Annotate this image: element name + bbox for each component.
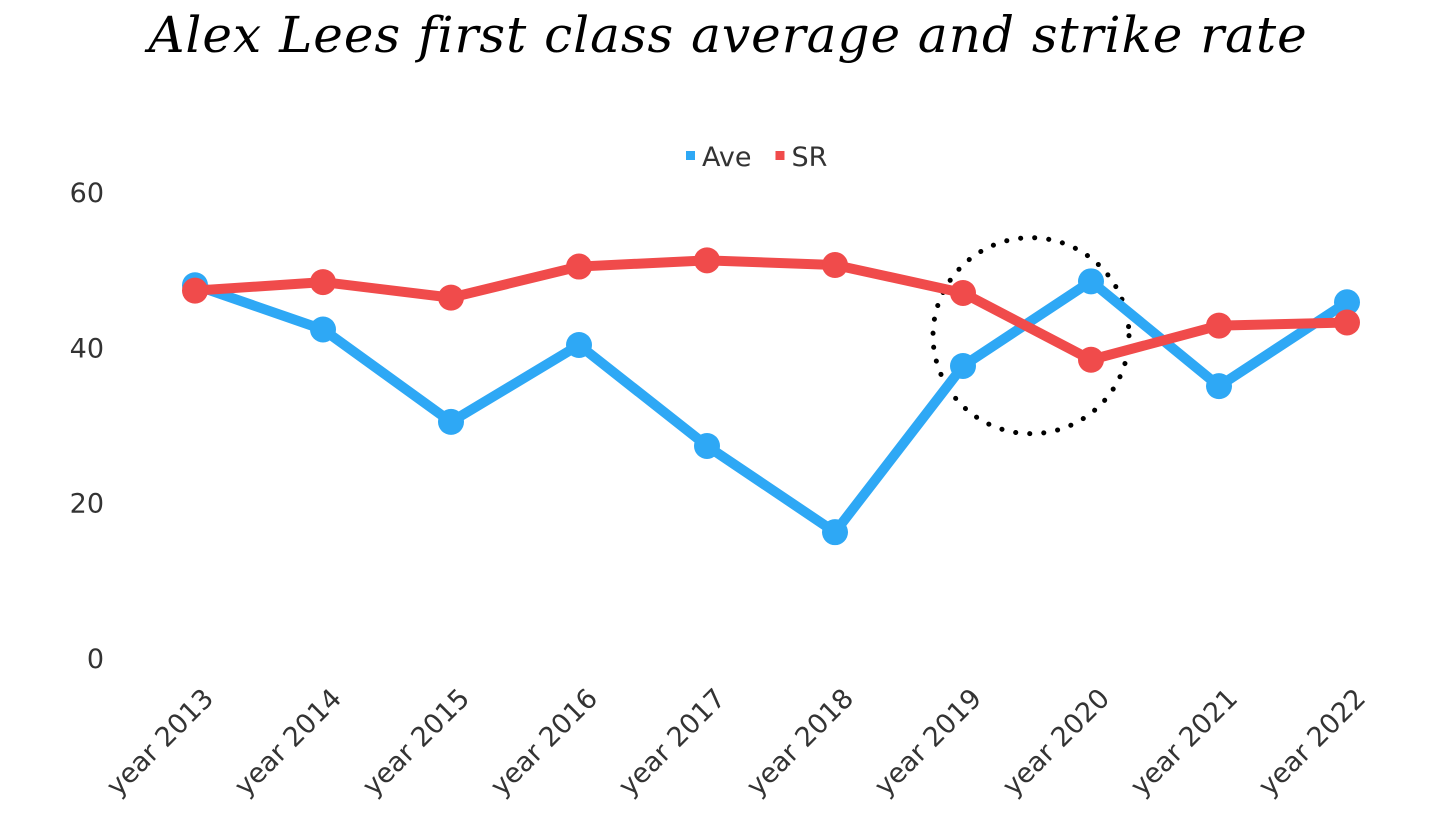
x-tick-label: year 2018 xyxy=(741,683,860,802)
series-line-ave xyxy=(190,276,1352,538)
x-tick-label: year 2022 xyxy=(1253,683,1372,802)
series-line-sr xyxy=(190,255,1352,365)
data-point-ave xyxy=(950,352,976,379)
y-tick-label: 40 xyxy=(70,333,104,364)
data-point-sr xyxy=(182,277,208,304)
y-tick-label: 60 xyxy=(70,178,104,209)
x-tick-label: year 2015 xyxy=(357,683,476,802)
data-point-sr xyxy=(694,247,720,274)
x-tick-label: year 2017 xyxy=(613,683,732,802)
data-point-sr xyxy=(950,279,976,306)
x-tick-label: year 2020 xyxy=(997,683,1116,802)
legend-label-sr: SR xyxy=(791,142,827,173)
legend-swatch-sr xyxy=(775,151,785,160)
x-tick-label: year 2013 xyxy=(101,683,220,802)
data-point-ave xyxy=(1334,289,1360,316)
annotation-circle xyxy=(930,235,1132,437)
data-point-ave xyxy=(566,332,592,359)
chart-title: Alex Lees first class average and strike… xyxy=(148,6,1308,64)
data-point-sr xyxy=(566,253,592,280)
x-tick-label: year 2014 xyxy=(229,683,348,802)
data-point-ave xyxy=(1206,373,1232,400)
x-axis: year 2013 year 2014 year 2015 year 2016 year… xyxy=(101,683,1372,802)
series-sr xyxy=(182,247,1360,373)
legend-label-ave: Ave xyxy=(702,142,751,173)
legend-swatch-ave xyxy=(686,151,695,160)
y-tick-label: 0 xyxy=(87,644,104,675)
series-ave xyxy=(182,268,1360,546)
annotation-layer xyxy=(930,235,1132,437)
y-axis: 0 20 40 60 xyxy=(70,178,104,675)
data-point-sr xyxy=(1206,312,1232,339)
legend: Ave SR xyxy=(686,142,827,173)
data-point-sr xyxy=(438,284,464,311)
data-point-sr xyxy=(310,269,336,296)
data-point-sr xyxy=(1078,346,1104,373)
data-point-sr xyxy=(822,252,848,279)
data-point-ave xyxy=(438,408,464,435)
data-point-ave xyxy=(694,432,720,459)
data-point-ave xyxy=(1078,268,1104,295)
x-tick-label: year 2016 xyxy=(485,683,604,802)
data-point-ave xyxy=(310,316,336,343)
data-point-ave xyxy=(822,519,848,546)
series-layer xyxy=(182,247,1360,546)
data-point-sr xyxy=(1334,309,1360,336)
y-tick-label: 20 xyxy=(70,489,104,520)
x-tick-label: year 2021 xyxy=(1125,683,1244,802)
x-tick-label: year 2019 xyxy=(869,683,988,802)
